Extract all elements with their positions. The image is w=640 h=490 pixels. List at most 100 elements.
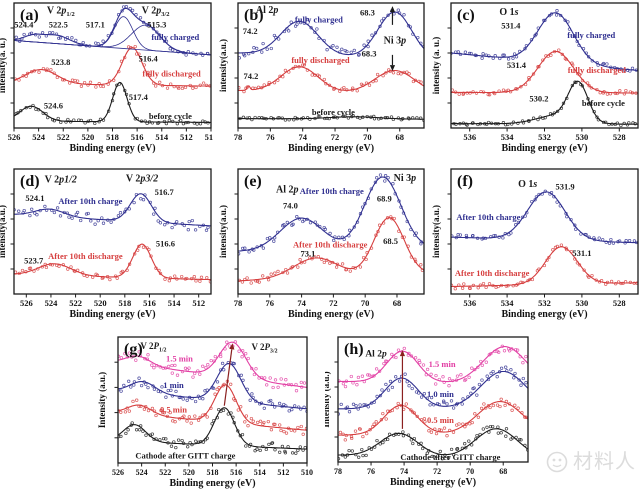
spectrum-curve-0 xyxy=(338,428,528,456)
annotation: 0.5 min xyxy=(160,404,187,414)
watermark-logo-icon xyxy=(546,451,568,473)
panel-c-o1s-xps: 536 534 532 530 528 Binding energy (eV) intens… xyxy=(426,0,640,163)
axis-tick-label: 534 xyxy=(501,298,514,308)
axis-tick-label: 528 xyxy=(613,132,626,142)
axis-tick-label: 520 xyxy=(94,298,107,308)
curves-layer xyxy=(14,192,211,284)
annotation: After 10th discharge xyxy=(455,268,530,278)
chart-a: 526 524 522 520 518 516 514 512 510 Binding energ… xyxy=(0,2,217,154)
axis-tick-label: 74 xyxy=(400,467,408,476)
panel-letter: (f) xyxy=(457,173,473,190)
annotation: 531.9 xyxy=(556,182,575,192)
axis-tick-label: 530 xyxy=(576,132,589,142)
axis-tick-label: 522 xyxy=(69,298,82,308)
axis-tick-label: 522 xyxy=(159,468,171,477)
panel-f-o1s-xps: 536 534 532 530 528 Binding energy (eV) intens… xyxy=(426,163,640,330)
panel-letter: (d) xyxy=(20,173,40,190)
axis-tick-label: 518 xyxy=(207,468,219,477)
spectrum-curve-2 xyxy=(338,370,528,410)
axis-tick-label: 78 xyxy=(234,132,243,142)
curves-layer xyxy=(118,340,307,455)
spectrum-curve-2 xyxy=(451,12,638,72)
annotation: 515.3 xyxy=(147,19,166,29)
arrow-line xyxy=(223,349,233,406)
spectrum-curve-0 xyxy=(451,80,638,125)
annotation: Ni 3p xyxy=(384,36,407,47)
plot-border xyxy=(237,168,425,295)
x-axis-title: Binding energy (eV) xyxy=(69,309,155,320)
annotation: 531.4 xyxy=(501,21,521,31)
axis-tick-label: 76 xyxy=(266,298,275,308)
annotation: 516.4 xyxy=(139,54,159,64)
annotation: O 1s xyxy=(499,7,518,18)
axis-tick-label: 524 xyxy=(136,468,148,477)
spectrum-curve-1 xyxy=(14,193,211,227)
chart-g: 526 524 522 520 518 516 514 512 510 Binding energ… xyxy=(97,336,313,489)
spectrum-curve-1 xyxy=(14,47,211,87)
chart-b: 78 76 74 72 70 68 Binding energy (eV) intensity… xyxy=(218,2,425,154)
annotation: Cathode after GITT charge xyxy=(135,450,235,460)
chart-f: 536 534 532 530 528 Binding energy (eV) intens… xyxy=(431,168,639,320)
axis-tick-label: 76 xyxy=(367,467,375,476)
annotation: V 2p1/2 xyxy=(45,175,77,186)
axis-tick-label: 530 xyxy=(576,298,589,308)
annotation: V 2p3/2 xyxy=(142,6,170,19)
axis-tick-label: 72 xyxy=(331,132,340,142)
y-axis-title: intensity(a.u.) xyxy=(218,39,228,92)
annotation: 74.0 xyxy=(283,200,298,210)
plot-border xyxy=(337,336,529,463)
annotation: After 10th discharge xyxy=(293,240,368,250)
annotation: Ni 3p xyxy=(394,173,417,184)
watermark: 材料人 xyxy=(544,449,636,475)
curves-layer xyxy=(451,9,638,128)
axis-tick-label: 524 xyxy=(45,298,59,308)
axis-tick-label: 512 xyxy=(192,298,205,308)
spectrum-curve-0 xyxy=(118,407,307,450)
annotation: 1.0 min xyxy=(427,389,454,399)
curves-layer xyxy=(451,189,638,291)
annotation: V 2P3/2 xyxy=(251,342,277,355)
annotation: 0.5 min xyxy=(427,415,454,425)
spectrum-curve-1 xyxy=(118,384,307,431)
axis-tick-label: 510 xyxy=(205,132,213,142)
annotation: V 2p1/2 xyxy=(47,6,75,19)
watermark-text: 材料人 xyxy=(573,451,636,473)
panel-letter: (g) xyxy=(124,341,143,358)
x-axis-title: Binding energy (eV) xyxy=(390,477,476,488)
annotation: fully discharged xyxy=(291,55,350,65)
chart-h: 78 76 74 72 70 68 Binding energy (eV) Intensity… xyxy=(321,336,529,488)
axis-tick-label: 70 xyxy=(363,132,372,142)
y-axis-title: intensity(a.u.) xyxy=(0,205,7,258)
panel-letter: (e) xyxy=(244,173,262,190)
curves-layer xyxy=(238,173,424,285)
panel-h-al2p-gitt-xps: 78 76 74 72 70 68 Binding energy (eV) Intensity… xyxy=(321,333,560,490)
axis-tick-label: 514 xyxy=(254,468,266,477)
annotation: Cathode after GITT charge xyxy=(400,452,500,462)
plot-border xyxy=(237,2,425,129)
annotation: 523.7 xyxy=(24,255,44,265)
arrow-head-icon xyxy=(389,65,396,72)
spectrum-curve-1 xyxy=(338,401,528,436)
scatter-points xyxy=(451,48,638,97)
annotation: Al 2p xyxy=(256,5,279,16)
axis-tick-label: 514 xyxy=(155,132,169,142)
axis-tick-label: 68 xyxy=(393,298,402,308)
annotation: 517.4 xyxy=(129,92,149,102)
arrow-head-icon xyxy=(229,343,235,350)
x-axis-title: Binding energy (eV) xyxy=(69,143,155,154)
axis-tick-label: 70 xyxy=(466,467,474,476)
spectrum-curve-1 xyxy=(238,176,424,252)
axis-tick-label: 524 xyxy=(32,132,46,142)
axis-tick-label: 72 xyxy=(329,298,338,308)
annotation: Al 2p xyxy=(365,349,387,359)
x-axis-title: Binding energy (eV) xyxy=(501,143,587,154)
annotation: 524.1 xyxy=(25,193,44,203)
annotation: before cycle xyxy=(582,98,625,108)
axis-tick-label: 516 xyxy=(143,298,156,308)
axis-tick-label: 68 xyxy=(395,132,404,142)
chart-c: 536 534 532 530 528 Binding energy (eV) intens… xyxy=(431,2,639,154)
annotation: 516.6 xyxy=(156,238,175,248)
y-axis-title: intensity(a.u.) xyxy=(218,205,228,258)
axis-tick-label: 74 xyxy=(297,298,306,308)
